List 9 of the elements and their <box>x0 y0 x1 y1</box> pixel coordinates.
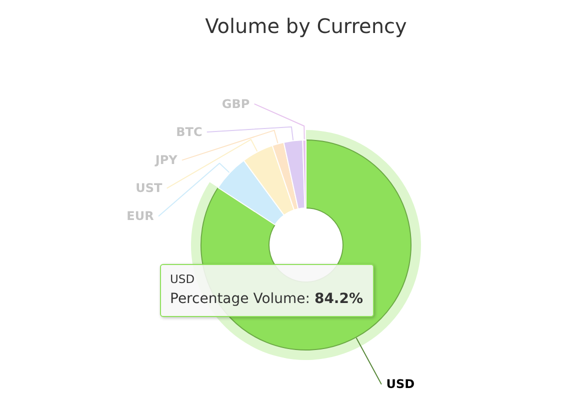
slice-label: GBP <box>222 97 250 112</box>
slice-label: JPY <box>154 153 178 168</box>
slice-label: BTC <box>176 125 202 140</box>
slice-label: USD <box>170 272 195 286</box>
slice-label: UST <box>136 181 164 196</box>
slice-label: USD <box>386 376 415 391</box>
tooltip: USD Percentage Volume: 84.2% <box>160 264 374 317</box>
chart-title: Volume by Currency <box>204 14 408 38</box>
slice-label: EUR <box>126 209 154 224</box>
